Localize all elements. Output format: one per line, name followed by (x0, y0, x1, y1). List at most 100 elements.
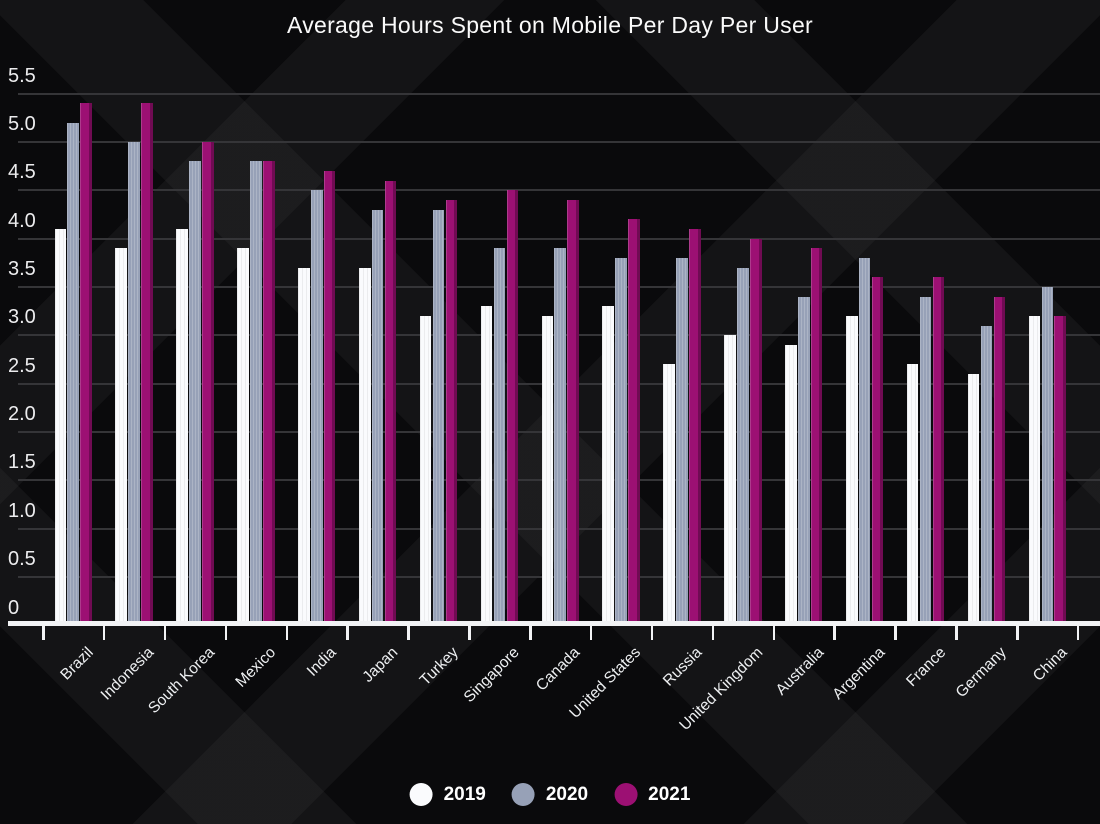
bar-2021-turkey[interactable] (445, 200, 458, 626)
legend: 2019 2020 2021 (409, 783, 690, 806)
bar-2019-germany[interactable] (967, 374, 980, 626)
x-tick (224, 626, 228, 640)
x-tick-label-mexico: Mexico (232, 644, 280, 691)
x-tick-label-japan: Japan (358, 644, 401, 686)
x-tick-label-russia: Russia (659, 644, 706, 690)
x-tick (468, 626, 471, 640)
y-tick-label-0.5: 0.5 (8, 548, 36, 571)
y-tick-label-0: 0 (8, 596, 20, 619)
bar-2021-brazil[interactable] (80, 103, 92, 626)
y-tick-label-1.5: 1.5 (8, 451, 36, 474)
bar-2020-argentina[interactable] (858, 258, 871, 626)
y-tick-label-2.0: 2.0 (8, 403, 36, 426)
bar-2021-singapore[interactable] (506, 190, 519, 626)
bar-2020-south-korea[interactable] (189, 161, 201, 626)
bar-2020-france[interactable] (919, 296, 932, 626)
bar-2019-turkey[interactable] (419, 316, 432, 626)
x-tick (529, 626, 532, 640)
legend-label-2019: 2019 (443, 784, 486, 805)
y-tick-label-3.0: 3.0 (8, 306, 36, 329)
bar-2019-france[interactable] (906, 364, 919, 626)
x-tick (42, 626, 45, 640)
bar-2020-canada[interactable] (554, 248, 567, 626)
bar-2019-australia[interactable] (785, 345, 797, 626)
bar-2021-mexico[interactable] (262, 161, 275, 626)
x-tick (833, 626, 836, 640)
bar-2019-singapore[interactable] (480, 306, 493, 626)
legend-item-2019[interactable]: 2019 (409, 783, 486, 806)
legend-item-2021[interactable]: 2021 (614, 783, 690, 806)
bar-2020-singapore[interactable] (493, 248, 506, 626)
bar-2021-india[interactable] (323, 171, 336, 626)
x-tick-label-germany: Germany (952, 644, 1010, 702)
bar-2020-united-states[interactable] (615, 258, 627, 626)
bar-2020-australia[interactable] (798, 296, 810, 626)
x-tick-label-india: India (304, 644, 340, 680)
x-tick-label-france: France (902, 644, 949, 691)
y-tick-label-3.5: 3.5 (8, 258, 36, 281)
bar-2019-united-kingdom[interactable] (724, 335, 736, 626)
x-tick (1016, 626, 1019, 640)
bar-2020-turkey[interactable] (432, 209, 445, 626)
bar-2020-russia[interactable] (676, 258, 688, 626)
bar-2019-united-states[interactable] (602, 306, 615, 626)
bar-2021-canada[interactable] (567, 200, 579, 626)
x-tick (285, 626, 289, 640)
x-tick (711, 626, 715, 640)
x-tick (772, 626, 776, 640)
bar-2021-france[interactable] (932, 277, 945, 626)
bar-2020-japan[interactable] (371, 209, 384, 626)
x-tick (1076, 626, 1080, 640)
bar-2020-germany[interactable] (980, 325, 993, 626)
bar-2021-united-kingdom[interactable] (750, 238, 762, 626)
bar-2021-russia[interactable] (689, 229, 701, 626)
bar-2020-china[interactable] (1041, 287, 1054, 626)
x-tick-label-canada: Canada (533, 644, 584, 695)
x-tick (163, 626, 167, 640)
bar-2019-canada[interactable] (541, 316, 554, 626)
bar-2021-argentina[interactable] (871, 277, 884, 626)
legend-label-2021: 2021 (648, 784, 691, 805)
bar-2019-argentina[interactable] (845, 316, 858, 626)
x-tick-label-australia: Australia (772, 644, 828, 699)
bar-2019-south-korea[interactable] (176, 229, 188, 626)
x-tick-label-china: China (1029, 644, 1071, 685)
bar-2021-china[interactable] (1054, 316, 1066, 626)
x-tick-label-turkey: Turkey (416, 644, 462, 690)
gridline-4.5 (18, 189, 1100, 192)
bar-2020-united-kingdom[interactable] (737, 267, 749, 626)
bar-2019-indonesia[interactable] (115, 248, 127, 626)
bar-2019-india[interactable] (298, 267, 310, 626)
bar-2019-mexico[interactable] (237, 248, 249, 626)
legend-swatch-2020-icon (511, 783, 535, 806)
x-tick (589, 626, 593, 640)
bar-2020-mexico[interactable] (250, 161, 262, 626)
gridline-4.0 (18, 237, 1100, 240)
bar-2021-australia[interactable] (810, 248, 823, 626)
bar-2021-indonesia[interactable] (141, 103, 153, 626)
bar-2019-brazil[interactable] (54, 229, 67, 626)
bar-2019-china[interactable] (1028, 316, 1041, 626)
bar-2019-japan[interactable] (358, 267, 371, 626)
bar-2021-japan[interactable] (384, 180, 397, 626)
bar-2020-india[interactable] (310, 190, 323, 626)
legend-label-2020: 2020 (545, 784, 589, 805)
x-tick-label-argentina: Argentina (828, 644, 888, 703)
x-tick-label-singapore: Singapore (460, 644, 523, 706)
legend-item-2020[interactable]: 2020 (511, 783, 589, 806)
bar-2019-russia[interactable] (663, 364, 675, 626)
bar-2020-brazil[interactable] (67, 122, 80, 626)
y-tick-label-1.0: 1.0 (8, 499, 36, 522)
gridline-5.0 (18, 141, 1100, 143)
gridline-5.5 (18, 92, 1100, 95)
bar-2021-germany[interactable] (993, 296, 1006, 626)
bar-2021-united-states[interactable] (628, 219, 640, 626)
y-tick-label-2.5: 2.5 (8, 354, 36, 377)
legend-swatch-2019-icon (409, 783, 433, 806)
x-tick (407, 626, 410, 640)
bar-2021-south-korea[interactable] (202, 142, 214, 626)
x-tick-label-brazil: Brazil (57, 644, 97, 684)
bar-2020-indonesia[interactable] (128, 142, 140, 626)
chart-title: Average Hours Spent on Mobile Per Day Pe… (286, 12, 813, 38)
